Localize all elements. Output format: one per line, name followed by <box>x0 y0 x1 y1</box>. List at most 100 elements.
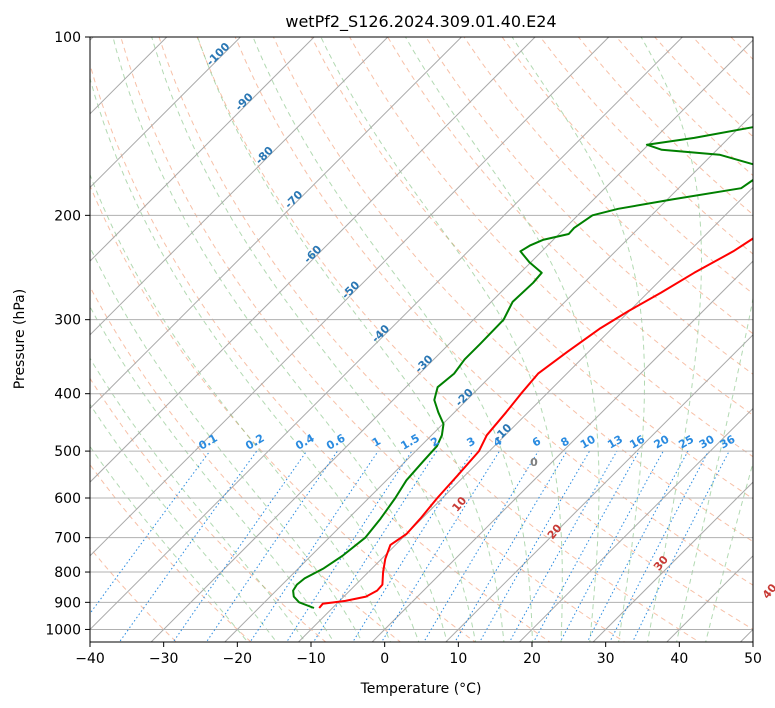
moist-adiabat-line <box>404 37 600 642</box>
isotherm-line <box>518 407 753 642</box>
mixing-ratio-line <box>559 450 664 642</box>
isotherm-line <box>90 37 463 410</box>
dry-adiabat-line <box>90 285 402 642</box>
mixing-ratio-label: 10 <box>578 432 598 451</box>
dry-adiabat-line <box>501 37 753 295</box>
isotherm-line <box>739 628 753 642</box>
line-labels: 0.1 0.2 0.4 0.6 1 1.5 2 3 4 6 8 10 13 16 20 25 30 36-100-… <box>196 40 775 602</box>
plot-area <box>90 37 775 654</box>
dry-adiabat-line <box>90 547 178 642</box>
moist-adiabat-line <box>90 403 278 642</box>
isotherm-label: -80 <box>253 144 276 167</box>
y-tick-label: 100 <box>54 30 81 46</box>
dewpoint-line <box>292 126 753 609</box>
moist-adiabat-line <box>151 37 477 642</box>
dry-adiabat-line <box>234 37 753 586</box>
dry-adiabat-line <box>463 37 753 335</box>
mixing-ratio-line <box>423 450 539 642</box>
dry-adiabat-line <box>387 37 753 416</box>
isotherm-label: -70 <box>282 188 305 211</box>
mixing-ratio-label: 8 <box>559 435 572 450</box>
mixing-ratio-line <box>454 450 568 642</box>
mixing-ratio-label: 30 <box>697 432 717 451</box>
y-tick-label: 500 <box>54 444 81 460</box>
y-tick-label: 300 <box>54 313 81 329</box>
moist-adiabat-line <box>511 37 645 642</box>
mixing-ratio-line <box>118 450 258 642</box>
chart-title: wetPf2_S126.2024.309.01.40.E24 <box>285 12 556 32</box>
x-tick-label: −30 <box>149 651 179 667</box>
mixing-ratio-line <box>312 450 438 642</box>
dry-adiabat-label: 10 <box>450 494 470 514</box>
isotherm-line <box>90 37 684 631</box>
y-tick-label: 400 <box>54 387 81 403</box>
dry-adiabat-line <box>654 37 753 138</box>
moist-adiabats <box>90 37 753 642</box>
isotherm-line <box>445 334 753 642</box>
mixing-ratio-line <box>381 450 500 642</box>
mixing-ratio-line <box>90 450 211 615</box>
mixing-ratio-label: 1.5 <box>398 432 421 453</box>
isotherm-line <box>150 39 753 642</box>
dry-adiabat-line <box>311 37 753 500</box>
moist-adiabat-line <box>676 295 753 642</box>
x-tick-label: −40 <box>75 651 105 667</box>
moist-adiabat-line <box>705 461 753 642</box>
y-tick-label: 900 <box>54 595 81 611</box>
profile-lines <box>292 126 753 609</box>
isotherm-label: -90 <box>233 90 256 113</box>
isotherm-line <box>224 113 753 642</box>
moist-adiabat-label: 0 <box>530 456 538 469</box>
mixing-ratio-label: 0.4 <box>293 431 317 452</box>
mixing-ratio-label: 6 <box>530 434 543 449</box>
moist-adiabat-line <box>197 37 505 642</box>
mixing-ratio-line <box>352 450 474 642</box>
dry-adiabat-label: 40 <box>760 581 775 601</box>
y-axis-label: Pressure (hPa) <box>12 289 28 389</box>
dry-adiabat-label: 20 <box>545 521 565 541</box>
y-tick-label: 200 <box>54 208 81 224</box>
isotherm-line <box>592 481 753 642</box>
y-tick-label: 600 <box>54 491 81 507</box>
y-tick-label: 700 <box>54 531 81 547</box>
dry-adiabat-line <box>616 37 753 177</box>
dry-adiabat-line <box>158 37 701 642</box>
moist-adiabat-line <box>90 76 420 642</box>
moist-adiabat-line <box>90 173 392 642</box>
x-tick-label: 10 <box>449 651 467 667</box>
isotherm-line <box>90 37 536 483</box>
dry-adiabat-line <box>425 37 753 375</box>
x-tick-label: 50 <box>744 651 762 667</box>
dry-adiabat-line <box>90 463 252 642</box>
dry-adiabat-line <box>90 62 551 642</box>
moist-adiabat-line <box>90 357 306 642</box>
mixing-ratio-label: 3 <box>465 435 478 450</box>
x-axis-label: Temperature (°C) <box>360 681 482 697</box>
mixing-ratio-lines <box>90 450 730 642</box>
x-tick-label: 30 <box>597 651 615 667</box>
x-tick-label: 20 <box>523 651 541 667</box>
mixing-ratio-label: 1 <box>370 435 383 450</box>
mixing-ratio-label: 16 <box>627 432 647 451</box>
mixing-ratio-line <box>586 450 689 642</box>
isotherm-label: -60 <box>301 242 324 265</box>
isotherm-line <box>90 37 242 189</box>
moist-adiabat-line <box>90 245 363 642</box>
moist-adiabat-line <box>252 37 533 642</box>
isotherm-line <box>297 186 753 642</box>
mixing-ratio-line <box>609 450 709 642</box>
dry-adiabat-line <box>90 377 327 642</box>
mixing-ratio-label: 0.2 <box>243 432 266 453</box>
x-axis: −40 −30 −20 −10 0 10 20 30 40 50 <box>75 642 762 667</box>
y-tick-label: 800 <box>54 565 81 581</box>
isotherm-label: -50 <box>339 278 362 301</box>
mixing-ratio-line <box>632 450 730 642</box>
mixing-ratio-label: 20 <box>652 432 672 451</box>
mixing-ratio-line <box>249 450 379 642</box>
x-tick-label: −10 <box>296 651 326 667</box>
dry-adiabat-line <box>272 37 753 543</box>
dry-adiabat-line <box>196 37 753 630</box>
mixing-ratio-line <box>533 450 640 642</box>
dry-adiabat-line <box>769 37 775 654</box>
